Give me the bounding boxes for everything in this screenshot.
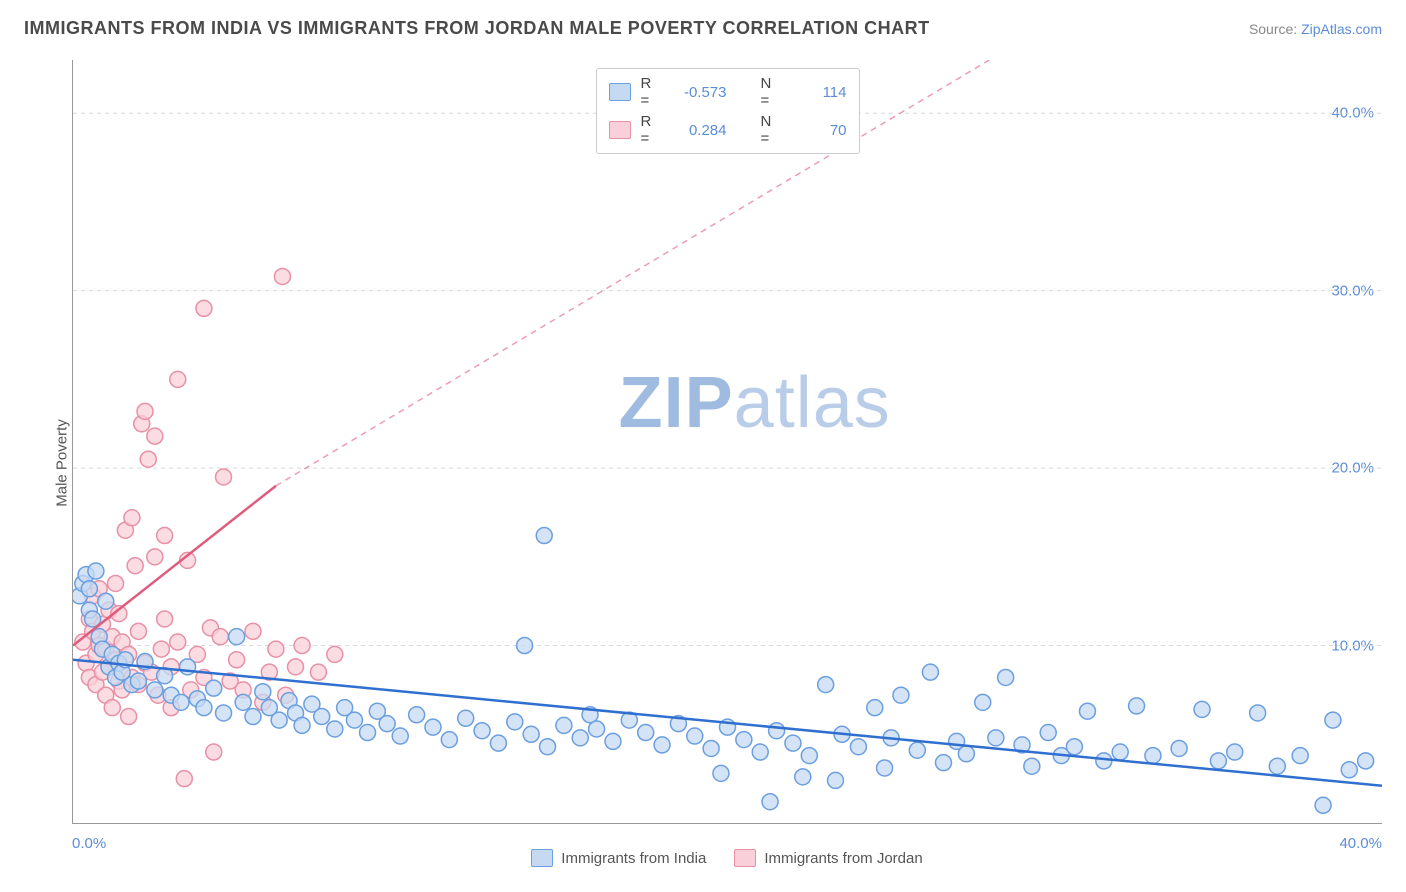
swatch-india-icon	[531, 849, 553, 867]
chart-title: IMMIGRANTS FROM INDIA VS IMMIGRANTS FROM…	[24, 18, 930, 39]
source-attribution: Source: ZipAtlas.com	[1249, 21, 1382, 37]
chart-area: Male Poverty ZIPatlas R =-0.573 N =114 R…	[24, 54, 1382, 872]
series-legend: Immigrants from India Immigrants from Jo…	[72, 844, 1382, 872]
swatch-jordan	[609, 121, 631, 139]
correlation-legend: R =-0.573 N =114 R =0.284 N =70	[596, 68, 860, 154]
swatch-india	[609, 83, 631, 101]
source-link[interactable]: ZipAtlas.com	[1301, 21, 1382, 37]
legend-row-jordan: R =0.284 N =70	[609, 113, 847, 147]
legend-item-jordan: Immigrants from Jordan	[734, 849, 922, 867]
plot-svg	[73, 60, 1382, 823]
plot-region: ZIPatlas R =-0.573 N =114 R =0.284 N =70…	[72, 60, 1382, 824]
y-axis-label: Male Poverty	[53, 419, 70, 507]
legend-item-india: Immigrants from India	[531, 849, 706, 867]
legend-row-india: R =-0.573 N =114	[609, 75, 847, 109]
swatch-jordan-icon	[734, 849, 756, 867]
